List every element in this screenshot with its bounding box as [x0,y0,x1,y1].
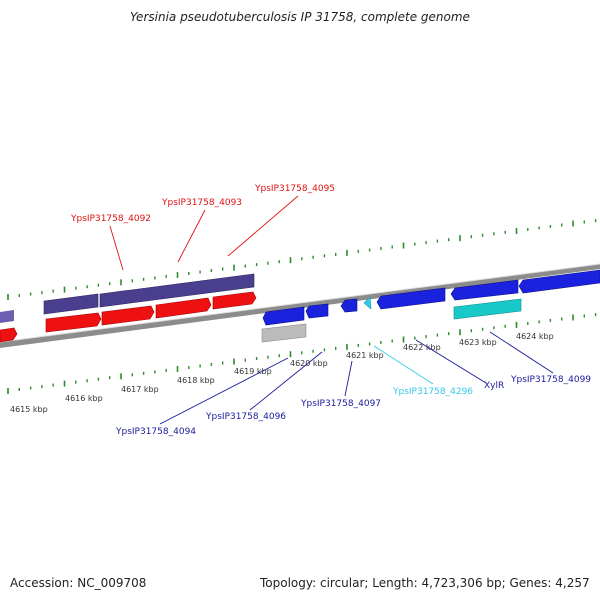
gene-4094-arrow[interactable] [262,306,305,326]
gene-labels: YpsIP31758_4092 YpsIP31758_4093 YpsIP317… [70,184,591,437]
gene-red-1[interactable] [45,312,102,333]
label-4097[interactable]: YpsIP31758_4097 [300,399,381,409]
coord-4617: 4617 kbp [121,385,159,394]
label-4096[interactable]: YpsIP31758_4096 [205,412,286,422]
coord-4618: 4618 kbp [177,376,215,385]
leader-4296 [373,345,434,385]
gene-4096-arrow[interactable] [305,303,329,319]
lower-feature-row [261,298,522,343]
genome-backbone [0,263,600,348]
label-4296[interactable]: YpsIP31758_4296 [392,387,473,397]
leader-4092 [109,225,124,271]
label-xylr[interactable]: XylR [484,381,504,391]
accession-text: Accession: NC_009708 [10,576,147,590]
leader-xylr [415,339,487,384]
coord-4620: 4620 kbp [290,359,328,368]
label-4093[interactable]: YpsIP31758_4093 [161,198,242,208]
gene-4097-arrow[interactable] [340,298,358,313]
gene-gray-block[interactable] [261,323,307,343]
gene-red-left-fragment[interactable] [0,327,18,343]
gene-xylr-arrow[interactable] [376,287,446,310]
coord-4616: 4616 kbp [65,394,103,403]
coord-4615: 4615 kbp [10,405,48,414]
leader-4096 [249,351,323,411]
leader-4097 [344,360,353,397]
blue-gene-row [262,269,600,326]
label-4095[interactable]: YpsIP31758_4095 [254,184,335,194]
leader-4094 [159,357,289,425]
label-4092[interactable]: YpsIP31758_4092 [70,214,151,224]
label-4099[interactable]: YpsIP31758_4099 [510,375,591,385]
coord-4623: 4623 kbp [459,338,497,347]
red-gene-row [0,291,257,343]
coord-4619: 4619 kbp [234,367,272,376]
backbone-band [0,264,600,348]
gene-cyan-block[interactable] [453,298,522,320]
backbone-highlight [0,263,600,343]
gene-red-3[interactable] [155,297,212,319]
gene-red-2[interactable] [101,305,155,326]
gene-4093-block[interactable] [99,273,255,308]
leader-4093 [177,209,206,263]
upper-tick-row [7,219,597,300]
label-leader-lines [109,195,554,425]
coordinate-labels: 4615 kbp 4616 kbp 4617 kbp 4618 kbp 4619… [10,332,554,414]
leader-4095 [227,195,299,257]
gene-blue-arrow-2[interactable] [450,279,519,301]
gene-red-4[interactable] [212,291,257,310]
leader-4099 [489,331,554,374]
label-4094[interactable]: YpsIP31758_4094 [115,427,196,437]
coord-4621: 4621 kbp [346,351,384,360]
purple-gene-row [0,273,255,323]
gene-4099-arrow[interactable] [518,269,600,294]
coord-4624: 4624 kbp [516,332,554,341]
gene-fragment-left[interactable] [0,310,14,323]
topology-summary: Topology: circular; Length: 4,723,306 bp… [260,576,590,590]
gene-4296-arrow[interactable] [363,296,372,310]
coord-4622: 4622 kbp [403,343,441,352]
gene-4092-block[interactable] [43,293,99,315]
genome-title: Yersinia pseudotuberculosis IP 31758, co… [130,10,470,24]
lower-tick-row [7,313,597,394]
